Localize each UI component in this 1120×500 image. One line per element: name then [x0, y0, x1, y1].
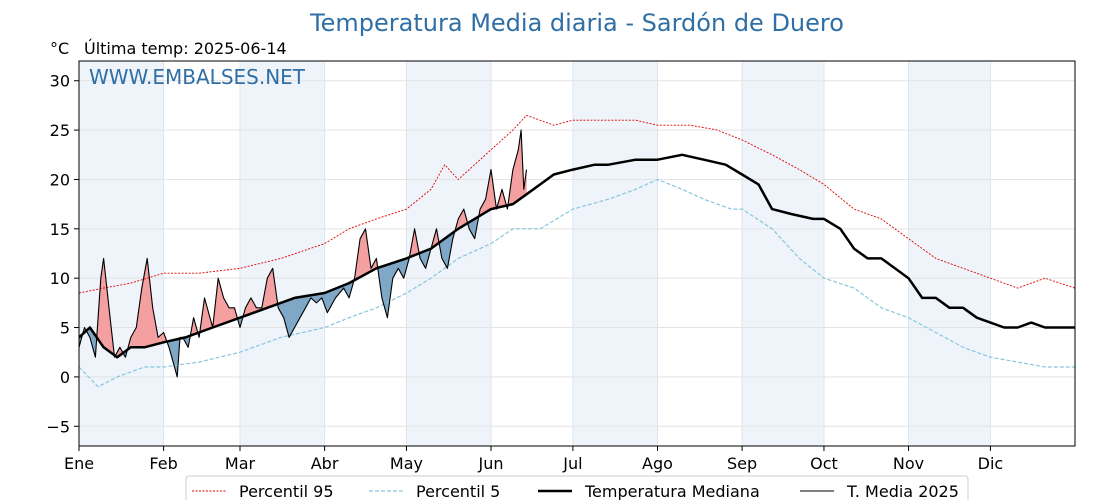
series-line-p95 — [79, 114, 1075, 294]
legend-box — [185, 475, 969, 500]
x-tick-label: Ene — [64, 454, 94, 473]
above-median-fill — [267, 275, 269, 309]
y-tick-label: 20 — [50, 170, 70, 189]
above-median-fill — [516, 149, 519, 202]
month-band — [572, 61, 658, 446]
above-median-fill — [514, 159, 516, 204]
last-temp-label: Última temp: 2025-06-14 — [84, 39, 287, 58]
x-tick-label: Nov — [893, 454, 924, 473]
series-line-current — [79, 129, 528, 378]
y-tick-label: 15 — [50, 220, 70, 239]
above-median-fill — [363, 228, 366, 276]
above-median-fill — [223, 297, 226, 324]
month-bands — [79, 61, 991, 446]
above-median-fill — [271, 268, 273, 307]
y-tick-label: 30 — [50, 72, 70, 91]
below-median-fill — [291, 298, 294, 333]
above-median-fill — [230, 307, 233, 322]
below-median-fill — [295, 297, 298, 326]
above-median-fill — [362, 231, 365, 277]
x-tick-label: May — [390, 454, 423, 473]
x-tick-label: Jul — [562, 454, 582, 473]
month-band — [742, 61, 824, 446]
below-median-fill — [444, 237, 447, 266]
x-tick-label: Feb — [149, 454, 177, 473]
x-tick-label: Sep — [727, 454, 757, 473]
above-median-fill — [232, 307, 235, 321]
legend-label-median: Temperatura Mediana — [584, 482, 760, 500]
month-band — [79, 61, 164, 446]
x-axis-ticks: Ene Feb Mar Abr May Jun Jul Ago Sep Oct Nov Dic — [64, 446, 1003, 473]
y-axis-unit: °C — [50, 39, 69, 58]
below-median-fill — [445, 236, 448, 269]
above-median-fill — [101, 258, 104, 348]
x-tick-label: Abr — [311, 454, 339, 473]
below-median-fill — [293, 297, 295, 331]
below-median-fill — [298, 296, 301, 321]
below-median-fill — [384, 264, 387, 313]
series-lines — [79, 114, 1075, 388]
below-median-fill — [443, 238, 445, 264]
above-median-fill — [231, 307, 234, 321]
chart-title: Temperatura Media diaria - Sardón de Due… — [309, 9, 844, 37]
below-median-fill — [297, 297, 299, 323]
above-median-fill — [228, 307, 231, 322]
y-tick-label: 5 — [60, 319, 70, 338]
legend-label-p95: Percentil 95 — [239, 482, 334, 500]
plot-frame — [78, 60, 1076, 447]
x-tick-label: Ago — [642, 454, 673, 473]
above-median-fill — [359, 236, 362, 278]
above-median-fill — [145, 258, 148, 348]
y-axis-ticks: 30 25 20 15 10 5 0 −5 — [46, 72, 79, 436]
x-tick-label: Dic — [978, 454, 1004, 473]
x-tick-label: Jun — [478, 454, 504, 473]
above-median-fill — [224, 300, 227, 324]
x-tick-label: Mar — [225, 454, 256, 473]
y-tick-label: 10 — [50, 269, 70, 288]
legend-label-p5: Percentil 5 — [416, 482, 500, 500]
grid-lines — [78, 61, 1075, 446]
x-tick-label: Oct — [810, 454, 838, 473]
series-line-median — [79, 153, 1075, 359]
legend: Percentil 95 Percentil 5 Temperatura Media… — [185, 475, 969, 500]
below-median-fill — [290, 298, 293, 336]
below-median-fill — [383, 265, 385, 308]
y-tick-label: 25 — [50, 121, 70, 140]
above-median-fill — [268, 273, 271, 308]
series-line-p5 — [79, 178, 1075, 388]
month-band — [908, 61, 991, 446]
below-median-fill — [288, 299, 291, 338]
above-median-fill — [142, 273, 145, 348]
above-median-fill — [217, 278, 220, 326]
above-median-fill — [219, 283, 222, 326]
y-tick-label: −5 — [46, 417, 70, 436]
month-band — [239, 61, 325, 446]
above-median-fill — [269, 270, 272, 308]
y-tick-label: 0 — [60, 368, 70, 387]
below-median-fill — [294, 297, 297, 328]
above-median-fill — [515, 154, 518, 203]
below-median-fill — [385, 264, 388, 318]
watermark: WWW.EMBALSES.NET — [89, 65, 306, 89]
above-median-fill — [144, 265, 147, 348]
legend-label-current: T. Media 2025 — [846, 482, 959, 500]
above-median-fill — [361, 233, 363, 277]
